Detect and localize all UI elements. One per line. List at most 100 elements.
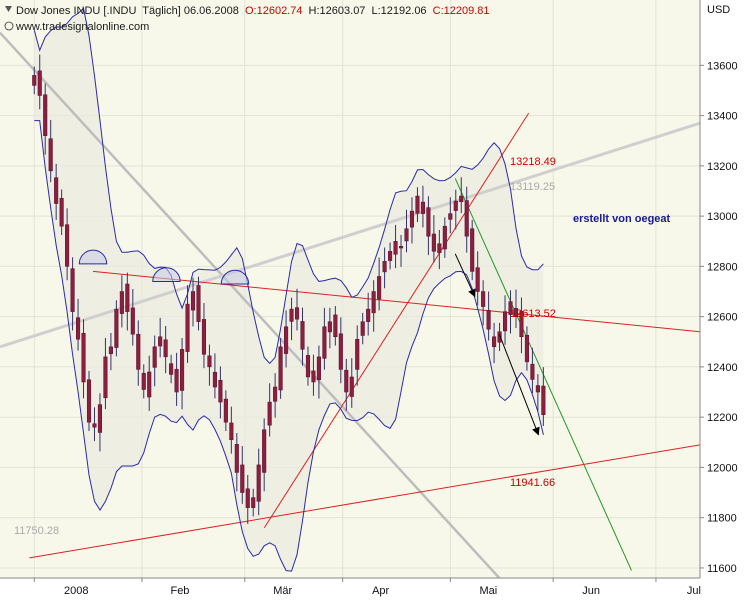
candle-body (289, 308, 294, 322)
candle-body (409, 210, 415, 228)
candle-body (459, 195, 464, 203)
y-tick-label: 11800 (707, 513, 737, 525)
candle-body (119, 291, 124, 314)
candle-body (322, 326, 327, 359)
price-label: 11750.28 (14, 525, 59, 537)
candle-body (366, 308, 371, 322)
y-tick-label: 12600 (707, 312, 738, 324)
copyright-icon (4, 21, 14, 31)
website-label: www.tradesignalonline.com (15, 21, 149, 33)
candle-body (218, 379, 223, 403)
candle-body (486, 310, 491, 330)
x-axis: 2008 Feb Mär Apr Mai Jun Jul (33, 578, 701, 597)
x-tick-label: 2008 (64, 585, 88, 597)
candle-body (174, 368, 179, 393)
candle-body (190, 291, 196, 311)
candle-body (185, 303, 190, 352)
candle-body (311, 370, 316, 383)
candle-body (32, 75, 37, 86)
candle-body (54, 177, 59, 204)
candle-body (431, 233, 436, 252)
candle-body (256, 464, 261, 502)
y-tick-label: 13600 (707, 60, 738, 72)
candle-body (92, 423, 97, 428)
candle-body (76, 317, 81, 340)
candle-body (393, 241, 398, 255)
bollinger-upper-band (33, 7, 544, 365)
candle-body (114, 308, 119, 348)
candle-body (81, 332, 86, 383)
candle-body (147, 371, 152, 398)
header-low: L:12192.06 (372, 5, 427, 17)
trend-lines (0, 31, 700, 578)
candle-body (223, 398, 228, 423)
header-period: Täglich] 06.06.2008 (142, 5, 239, 17)
y-tick-label: 12000 (707, 462, 738, 474)
candle-body (442, 225, 447, 250)
bollinger-lower-band (34, 120, 544, 572)
price-labels: 13218.49 13119.25 12613.52 11941.66 11750.28 (14, 156, 556, 537)
trend-line-red-rising (263, 112, 530, 529)
candle-body (141, 372, 146, 390)
candle-body (508, 301, 513, 315)
candle-body (382, 261, 387, 273)
candle-body (136, 333, 141, 370)
candle-body (492, 336, 497, 348)
candle-body (481, 291, 486, 307)
y-tick-label: 13200 (707, 161, 738, 173)
candle-body (163, 339, 168, 358)
candle-body (398, 246, 404, 249)
y-tick-label: 11600 (707, 563, 737, 575)
candle-body (453, 200, 458, 211)
candle-body (196, 285, 201, 322)
projection-arrow (454, 253, 476, 298)
candle-body (420, 201, 425, 214)
candle-body (59, 198, 64, 227)
x-tick-label: Mär (273, 585, 292, 597)
arc-marker (220, 269, 250, 285)
candle-body (426, 207, 431, 237)
candle-body (108, 346, 113, 355)
candle-body (97, 404, 103, 433)
candle-body (404, 228, 409, 242)
candle-body (180, 349, 185, 391)
candle-body (278, 346, 283, 391)
candle-body (158, 336, 163, 347)
candle-body (519, 311, 524, 337)
y-axis-unit: USD (707, 4, 730, 16)
arc-marker (152, 267, 181, 282)
header-open: O:12602.74 (245, 5, 303, 17)
candle-body (240, 464, 245, 493)
y-tick-label: 13400 (707, 111, 738, 123)
price-label: 12613.52 (510, 308, 556, 320)
trend-line-gray-down-trend (0, 31, 501, 578)
bollinger-band-fill (34, 8, 544, 572)
candle-body (475, 267, 480, 292)
candle-body (37, 70, 42, 96)
candle-body (305, 355, 311, 378)
candle-body (294, 307, 300, 320)
x-tick-label: Feb (170, 585, 189, 597)
y-tick-label: 12200 (707, 412, 738, 424)
y-tick-label: 12800 (707, 261, 738, 273)
candle-body (371, 291, 376, 314)
candle-body (86, 379, 92, 423)
trend-line-red-resistance (92, 270, 700, 333)
candle-body (333, 314, 338, 337)
candle-body (360, 321, 365, 336)
x-tick-label: Apr (372, 585, 389, 597)
candle-body (284, 326, 289, 354)
candle-body (316, 356, 321, 380)
candle-body (212, 371, 217, 388)
candle-body (464, 200, 469, 237)
candle-body (48, 138, 53, 172)
chart-header: Dow Jones INDU [.INDU Täglich] 06.06.200… (16, 5, 490, 17)
projection-arrow (498, 334, 540, 436)
header-high: H:12603.07 (309, 5, 366, 17)
candle-body (470, 228, 475, 272)
candle-body (130, 307, 135, 335)
candle-body (152, 346, 157, 368)
candle-body (251, 497, 256, 508)
y-axis: 11600 11800 12000 12200 12400 12600 12800 13000… (700, 60, 738, 575)
